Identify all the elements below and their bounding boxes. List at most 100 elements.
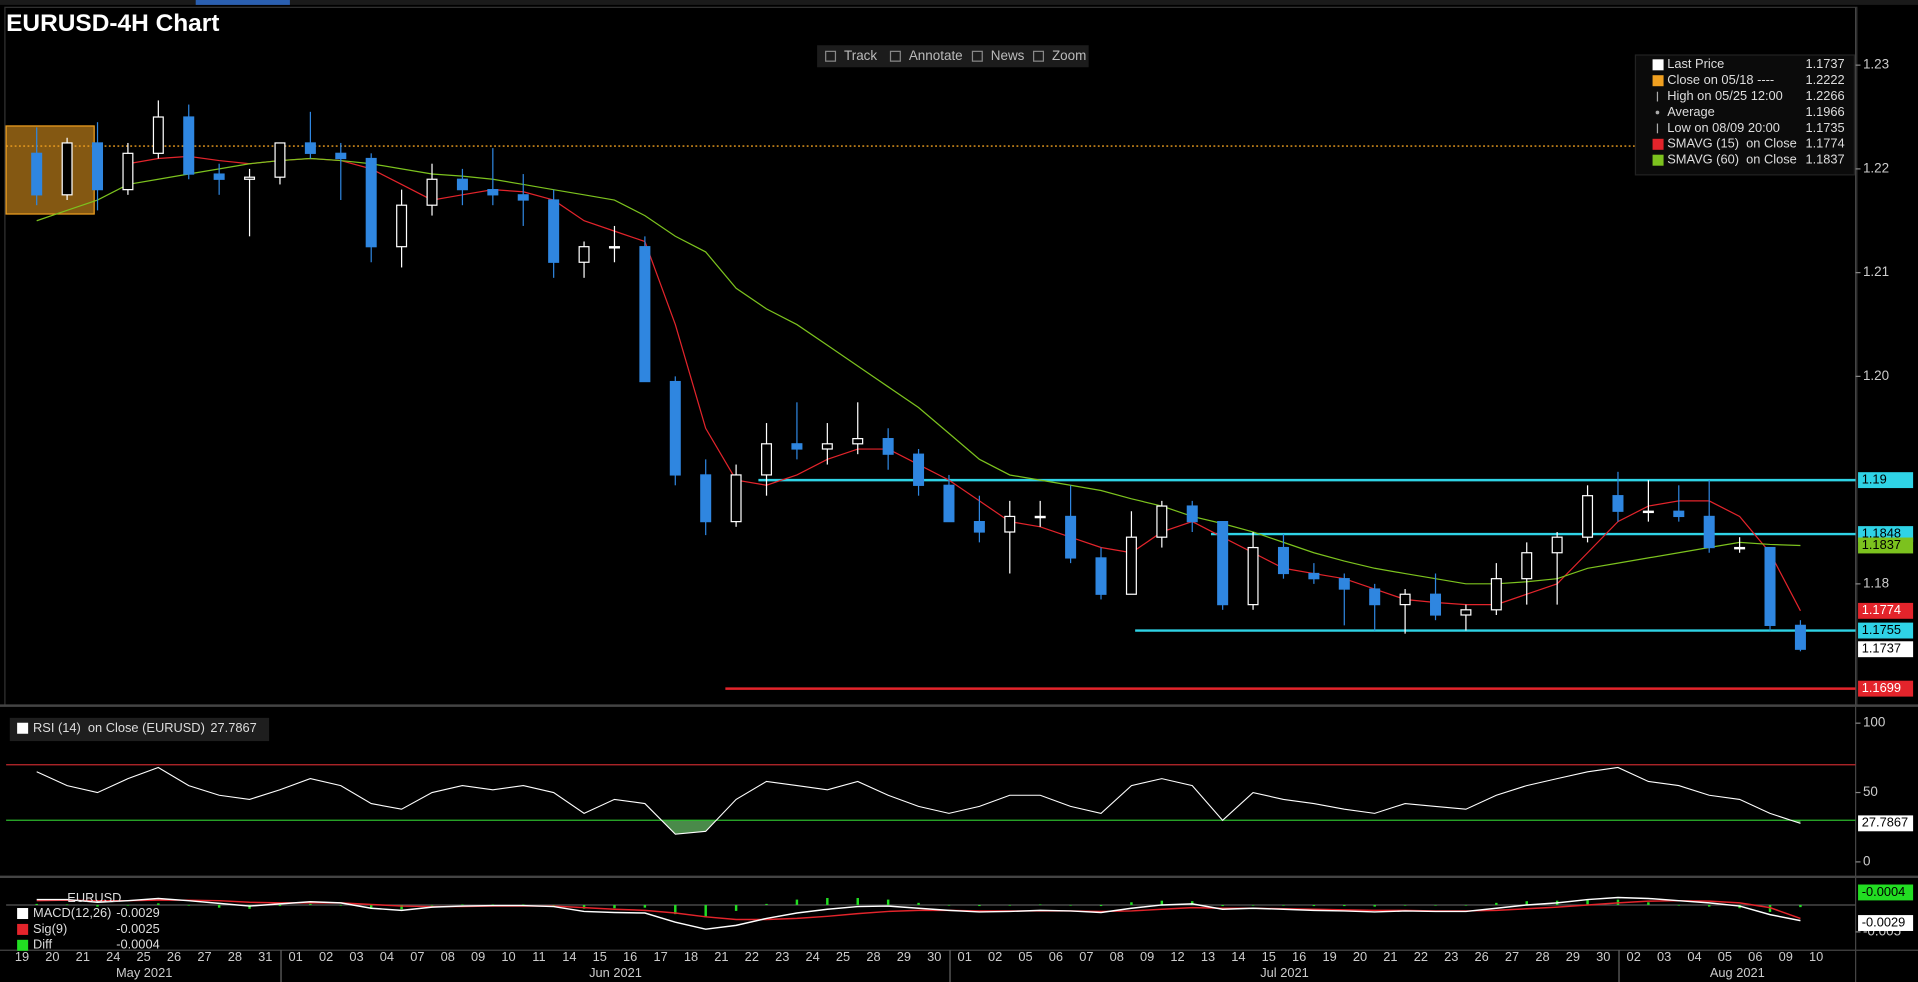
candle-body [1338,578,1350,590]
diff-bar [826,897,829,905]
diff-bar [1647,902,1650,905]
price-tag-label: 1.1699 [1862,680,1901,695]
x-tick-label: 18 [684,949,698,964]
toolbar-button[interactable]: Annotate [909,48,963,63]
candle-body [1369,588,1381,606]
diff-bar [248,904,251,909]
diff-bar [1403,904,1407,906]
candle-body [1156,505,1168,538]
y-tick-label: 1.23 [1863,57,1889,72]
candle-body [335,152,347,160]
x-tick-label: 02 [988,949,1002,964]
legend-value: 1.1966 [1805,104,1844,119]
candle-body [426,178,438,206]
diff-bar [1464,904,1468,906]
x-tick-label: 14 [562,949,576,964]
candle-body [304,142,316,154]
legend-name: High on 05/25 12:00 [1667,88,1783,103]
x-tick-label: 08 [1110,949,1124,964]
candle-body [183,116,195,175]
diff-bar [1130,902,1133,905]
diff-bar [1282,904,1285,906]
x-tick-label: 27 [1505,949,1519,964]
diff-bar [1525,901,1528,905]
x-tick-label: 21 [714,949,728,964]
legend-name: SMAVG (60) on Close [1667,152,1797,167]
price-tag [1858,537,1914,554]
candle-body [1308,572,1320,580]
diff-bar [765,903,768,905]
toolbar-icon [1033,50,1045,62]
candle-body [31,152,43,196]
candle-body [548,199,560,263]
legend-value: 1.1837 [1805,152,1844,167]
x-tick-label: 10 [1809,949,1823,964]
toolbar-button[interactable]: News [991,48,1025,63]
x-tick-label: 19 [15,949,29,964]
diff-bar [96,904,99,907]
diff-bar [339,904,343,906]
x-tick-label: 25 [836,949,850,964]
diff-bar [1038,904,1042,906]
price-tag-label: 1.1737 [1862,641,1901,656]
candle-body [1186,505,1198,523]
candle-body [730,474,742,523]
x-tick-label: 22 [745,949,759,964]
diff-bar [1191,901,1194,905]
diff-bar [187,904,190,906]
x-tick-label: 22 [1414,949,1428,964]
candle-body [365,157,377,248]
toolbar-button[interactable]: Track [844,48,877,63]
candle-body [639,246,651,383]
rsi-swatch [17,722,29,734]
diff-bar [1069,904,1072,906]
legend-swatch [1652,138,1664,150]
legend-value: 1.2222 [1805,72,1844,87]
diff-bar [1251,904,1255,906]
candle-body [1095,557,1107,595]
price-tag [1858,680,1914,697]
macd-name: Sig(9) [33,921,67,936]
x-tick-label: 06 [1748,949,1762,964]
active-tab[interactable] [195,0,290,5]
candle-body [1582,495,1594,538]
x-tick-label: 09 [471,949,485,964]
x-tick-label: 16 [1292,949,1306,964]
y-tick-label: 1.22 [1863,160,1889,175]
x-tick-label: 01 [958,949,972,964]
y-tick-label: 1.21 [1863,264,1889,279]
y-tick-label: 0 [1863,853,1870,868]
x-tick-label: 30 [927,949,941,964]
toolbar-button[interactable]: Zoom [1052,48,1086,63]
diff-bar [1343,904,1346,907]
diff-bar [157,903,160,905]
y-tick-label: 100 [1863,715,1885,730]
price-tag-label: 1.1837 [1862,537,1901,552]
macd-name: Diff [33,937,52,952]
candle-body [1034,515,1046,519]
rsi-line [36,766,1801,835]
legend-bg [1634,54,1856,176]
x-tick-label: 08 [441,949,455,964]
price-tag [1858,622,1914,639]
toolbar-icon [825,50,837,62]
x-tick-label: 01 [289,949,303,964]
diff-bar [947,904,951,906]
diff-bar [461,904,464,906]
legend-name: Last Price [1667,56,1724,71]
y-tick-label: 1.20 [1863,368,1889,383]
toolbar: Track Annotate News Zoom [817,45,1089,68]
diff-bar [795,899,799,905]
diff-bar [856,897,859,905]
x-tick-label: 29 [897,949,911,964]
macd-title: EURUSD [67,890,121,905]
price-tag-label: 1.1774 [1862,602,1901,617]
diff-bar [643,904,647,908]
legend: Last Price 1.1737 Close on 05/18 ---- 1.222… [1634,54,1856,176]
x-tick-label: 26 [167,949,181,964]
macd-swatch [17,908,29,920]
diff-bar [552,904,555,906]
toolbar-bg [817,45,1089,68]
